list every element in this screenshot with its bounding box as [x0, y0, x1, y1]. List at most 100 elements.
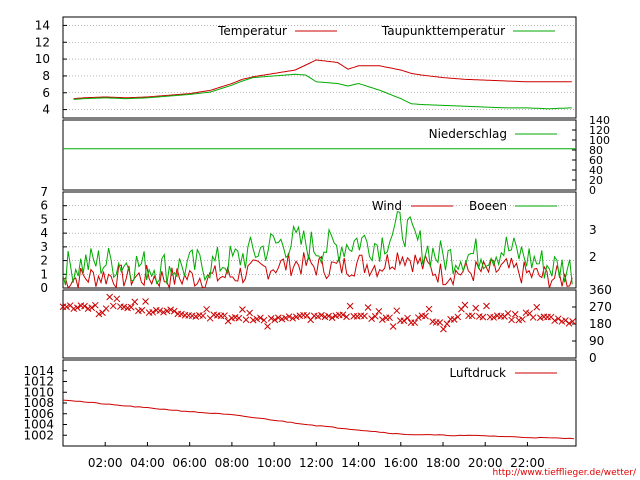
- direction-marker: [160, 308, 167, 316]
- direction-marker: [479, 313, 487, 321]
- y-tick-label: 1012: [23, 375, 54, 389]
- direction-marker: [468, 312, 476, 320]
- legend-label: Boeen: [469, 199, 507, 213]
- y-tick-label-right: 100: [589, 134, 610, 147]
- direction-marker: [289, 314, 297, 322]
- direction-marker: [260, 316, 268, 324]
- direction-marker: [425, 305, 433, 313]
- direction-marker: [393, 307, 401, 315]
- direction-marker: [267, 315, 275, 322]
- legend-label: Taupunkttemperatur: [381, 24, 505, 38]
- direction-marker: [246, 309, 253, 317]
- direction-marker: [156, 307, 164, 315]
- footer-url[interactable]: http://www.tiefflieger.de/wetter/: [493, 468, 637, 478]
- x-tick-label: 20:00: [468, 456, 503, 470]
- y-tick-label-right: 3: [589, 223, 597, 237]
- direction-marker: [102, 305, 110, 312]
- direction-marker: [533, 303, 541, 311]
- y-tick-label-right: 120: [589, 124, 610, 137]
- direction-marker: [163, 307, 171, 315]
- y-tick-label: 5: [40, 212, 48, 226]
- y-tick-label-right: 80: [589, 144, 603, 157]
- direction-marker: [368, 315, 375, 322]
- direction-marker: [74, 304, 81, 312]
- y-tick-label: 6: [40, 199, 48, 213]
- direction-marker: [386, 314, 393, 322]
- panel-frame: [62, 119, 577, 191]
- series-line-pressure: [62, 399, 574, 440]
- legend-label: Wind: [372, 199, 402, 213]
- direction-marker: [411, 319, 419, 327]
- y-tick-label-right: 90: [589, 334, 604, 348]
- x-tick-label: 22:00: [510, 456, 545, 470]
- direction-marker: [253, 315, 261, 323]
- y-tick-label: 1008: [23, 396, 54, 410]
- y-tick-label: 1006: [23, 407, 54, 421]
- direction-marker: [461, 301, 469, 309]
- y-tick-label-right: 2: [589, 250, 597, 264]
- y-tick-label: 3: [40, 240, 48, 254]
- direction-marker: [508, 316, 515, 324]
- direction-marker: [285, 313, 293, 320]
- y-tick-label: 1: [40, 267, 48, 281]
- y-tick-label: 2: [40, 254, 48, 268]
- y-tick-label: 8: [42, 69, 50, 83]
- wind-direction-panel: 0 90 180 270 360: [59, 283, 612, 365]
- y-tick-label: 12: [35, 35, 50, 49]
- direction-marker: [63, 303, 70, 311]
- panel-frame: [62, 191, 577, 289]
- direction-marker: [242, 316, 250, 324]
- direction-marker: [221, 312, 228, 319]
- direction-marker: [282, 314, 289, 322]
- direction-marker: [314, 313, 322, 320]
- direction-marker: [328, 314, 336, 322]
- direction-marker: [109, 302, 117, 310]
- y-tick-label-right: 270: [589, 300, 612, 314]
- y-tick-label-right: 20: [589, 174, 603, 187]
- y-tick-label-right: 40: [589, 164, 603, 177]
- direction-marker: [511, 310, 519, 318]
- direction-marker: [303, 312, 311, 319]
- direction-marker: [346, 302, 354, 310]
- direction-marker: [203, 305, 210, 313]
- direction-marker: [472, 304, 480, 312]
- direction-marker: [565, 320, 573, 327]
- y-tick-label: 1004: [23, 418, 54, 432]
- direction-marker: [440, 325, 447, 333]
- x-tick-label: 10:00: [257, 456, 292, 470]
- direction-marker: [318, 311, 325, 319]
- direction-marker: [142, 298, 149, 305]
- y-tick-label-right: 60: [589, 154, 603, 167]
- y-tick-label: 10: [35, 52, 50, 66]
- direction-marker: [106, 293, 114, 301]
- y-tick-label: 6: [42, 86, 50, 100]
- series-line-temperature: [73, 59, 572, 100]
- direction-marker: [339, 311, 347, 319]
- direction-marker: [389, 323, 397, 330]
- direction-marker: [450, 316, 458, 323]
- direction-marker: [88, 304, 96, 312]
- x-tick-label: 04:00: [130, 456, 165, 470]
- direction-marker: [529, 314, 537, 321]
- x-tick-label: 14:00: [341, 456, 376, 470]
- direction-marker: [551, 317, 559, 325]
- y-tick-label-right: 0: [589, 351, 597, 365]
- direction-marker: [375, 307, 383, 315]
- direction-marker: [414, 314, 422, 321]
- direction-marker: [81, 302, 88, 310]
- x-tick-label: 02:00: [88, 456, 123, 470]
- y-tick-label: 1014: [23, 364, 54, 378]
- direction-marker: [192, 313, 200, 320]
- direction-marker: [138, 306, 146, 314]
- series-line-wind: [62, 252, 573, 290]
- y-tick-label: 0: [40, 281, 48, 295]
- direction-marker: [364, 304, 372, 311]
- x-tick-label: 06:00: [172, 456, 207, 470]
- y-tick-label: 14: [35, 18, 50, 32]
- legend-label: Niederschlag: [429, 127, 507, 141]
- direction-marker: [149, 308, 157, 316]
